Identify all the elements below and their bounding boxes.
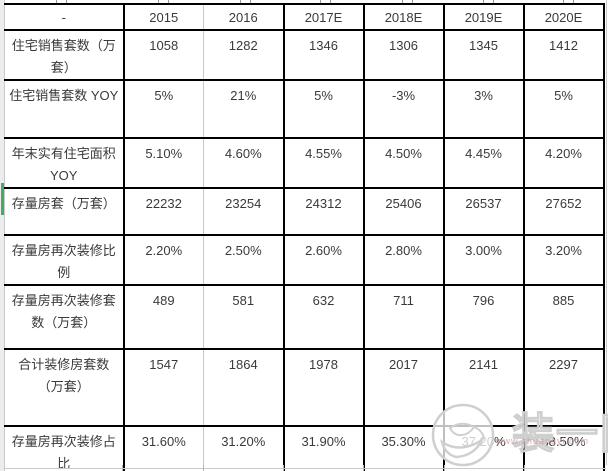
- cell[interactable]: 4.60%: [203, 137, 285, 189]
- header-cell-2015[interactable]: 2015: [122, 3, 204, 31]
- cell[interactable]: 796: [442, 284, 525, 350]
- cell[interactable]: 27652: [522, 187, 605, 236]
- header-cell-blank[interactable]: -: [4, 3, 125, 31]
- cell[interactable]: 711: [362, 284, 445, 350]
- grid-stub: [363, 465, 364, 471]
- cell[interactable]: 1547: [122, 348, 204, 427]
- cell[interactable]: 1058: [122, 29, 204, 81]
- cell[interactable]: 24312: [282, 187, 365, 236]
- cell[interactable]: 4.50%: [362, 137, 445, 189]
- cell[interactable]: 5%: [522, 79, 605, 139]
- table-row-renovation-units: 存量房再次装修套数（万套） 489 581 632 711 796 885: [4, 284, 605, 350]
- header-cell-2018e[interactable]: 2018E: [362, 3, 445, 31]
- cell[interactable]: 3.20%: [522, 234, 605, 286]
- cell[interactable]: 1864: [203, 348, 285, 427]
- cell[interactable]: 1412: [522, 29, 605, 81]
- header-cell-2019e[interactable]: 2019E: [442, 3, 525, 31]
- cell[interactable]: 3%: [442, 79, 525, 139]
- table-row-renovation-share: 存量房再次装修占比 31.60% 31.20% 31.90% 35.30% 37…: [4, 425, 605, 471]
- grid-stub: [444, 465, 445, 471]
- cell[interactable]: 581: [203, 284, 285, 350]
- cell[interactable]: 31.60%: [122, 425, 204, 471]
- cell[interactable]: 1346: [282, 29, 365, 81]
- cell[interactable]: 2.80%: [362, 234, 445, 286]
- cell[interactable]: 23254: [203, 187, 285, 236]
- row-label[interactable]: 住宅销售套数 YOY: [4, 79, 125, 139]
- row-label[interactable]: 年末实有住宅面积YOY: [4, 137, 125, 189]
- cell[interactable]: 632: [282, 284, 365, 350]
- cell[interactable]: 4.20%: [522, 137, 605, 189]
- cell[interactable]: 2141: [442, 348, 525, 427]
- grid-stub: [524, 465, 525, 471]
- cell[interactable]: 35.30%: [362, 425, 445, 471]
- cell[interactable]: 489: [122, 284, 204, 350]
- grid-stub: [283, 465, 284, 471]
- row-label[interactable]: 住宅销售套数（万套）: [4, 29, 125, 81]
- table-row-housing-sales-yoy: 住宅销售套数 YOY 5% 21% 5% -3% 3% 5%: [4, 79, 605, 139]
- cell[interactable]: 5%: [282, 79, 365, 139]
- table-row-housing-sales: 住宅销售套数（万套） 1058 1282 1346 1306 1345 1412: [4, 29, 605, 81]
- cell[interactable]: 2.60%: [282, 234, 365, 286]
- header-cell-2016[interactable]: 2016: [203, 3, 285, 31]
- cell[interactable]: 2.50%: [203, 234, 285, 286]
- cell[interactable]: 25406: [362, 187, 445, 236]
- cell[interactable]: 1282: [203, 29, 285, 81]
- cell[interactable]: 26537: [442, 187, 525, 236]
- cell[interactable]: 37.20%: [442, 425, 525, 471]
- table-row-stock-housing: 存量房套（万套） 22232 23254 24312 25406 26537 2…: [4, 187, 605, 236]
- cell[interactable]: 1306: [362, 29, 445, 81]
- cell[interactable]: 5%: [122, 79, 204, 139]
- table-row-yearend-area-yoy: 年末实有住宅面积YOY 5.10% 4.60% 4.55% 4.50% 4.45…: [4, 137, 605, 189]
- cell[interactable]: 4.55%: [282, 137, 365, 189]
- grid-line-right: [606, 0, 607, 465]
- cell[interactable]: 885: [522, 284, 605, 350]
- cell[interactable]: 1345: [442, 29, 525, 81]
- row-label[interactable]: 存量房再次装修比例: [4, 234, 125, 286]
- header-cell-2020e[interactable]: 2020E: [522, 3, 605, 31]
- grid-line-bottom: [4, 468, 606, 469]
- row-label[interactable]: 存量房套（万套）: [4, 187, 125, 236]
- cell[interactable]: 1978: [282, 348, 365, 427]
- cell[interactable]: 31.90%: [282, 425, 365, 471]
- table-row-total-renovated: 合计装修房套数（万套） 1547 1864 1978 2017 2141 229…: [4, 348, 605, 427]
- row-label[interactable]: 合计装修房套数（万套）: [4, 348, 125, 427]
- header-cell-2017e[interactable]: 2017E: [282, 3, 365, 31]
- cell[interactable]: 38.50%: [522, 425, 605, 471]
- grid-stub: [203, 465, 204, 471]
- cell[interactable]: 2017: [362, 348, 445, 427]
- cell[interactable]: 2297: [522, 348, 605, 427]
- cell[interactable]: 5.10%: [122, 137, 204, 189]
- cell[interactable]: 4.45%: [442, 137, 525, 189]
- cell[interactable]: -3%: [362, 79, 445, 139]
- table-row-renovation-ratio: 存量房再次装修比例 2.20% 2.50% 2.60% 2.80% 3.00% …: [4, 234, 605, 286]
- header-row: - 2015 2016 2017E 2018E 2019E 2020E: [4, 3, 605, 31]
- grid-stub: [122, 465, 123, 471]
- cell[interactable]: 2.20%: [122, 234, 204, 286]
- row-label[interactable]: 存量房再次装修占比: [4, 425, 125, 471]
- selection-accent-bar: [1, 183, 4, 215]
- cell[interactable]: 21%: [203, 79, 285, 139]
- cell[interactable]: 3.00%: [442, 234, 525, 286]
- cell[interactable]: 22232: [122, 187, 204, 236]
- forecast-table: - 2015 2016 2017E 2018E 2019E 2020E 住宅销售…: [4, 3, 605, 471]
- row-label[interactable]: 存量房再次装修套数（万套）: [4, 284, 125, 350]
- cell[interactable]: 31.20%: [203, 425, 285, 471]
